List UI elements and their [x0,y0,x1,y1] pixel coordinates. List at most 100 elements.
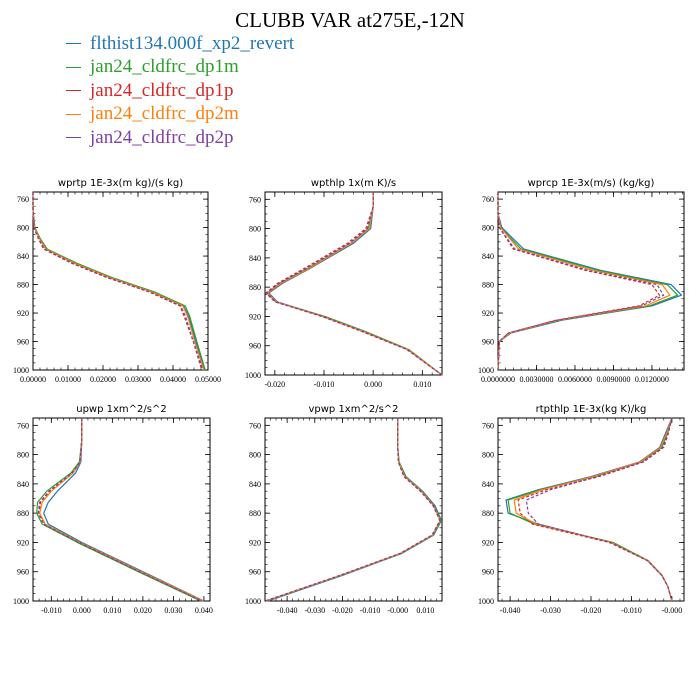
y-tick-label: 1000 [13,597,29,606]
y-tick-label: 1000 [245,371,261,380]
x-tick-label: 0.00000 [20,375,46,384]
x-tick-label: 0.0000000 [481,375,515,384]
y-tick-label: 800 [482,224,494,233]
x-tick-label: -0.020 [581,606,602,615]
panel-title: rtpthlp 1E-3x(kg K)/kg [536,404,647,415]
y-tick-label: 800 [249,225,261,234]
panel-title: wprtp 1E-3x(m kg)/(s kg) [58,178,183,189]
x-tick-label: -0.010 [360,606,381,615]
legend-label: flthist134.000f_xp2_revert [90,32,295,54]
figure-title: CLUBB VAR at275E,-12N [235,8,465,32]
x-tick-label: 0.05000 [195,375,221,384]
legend-swatch [66,113,81,115]
y-tick-label: 880 [482,281,494,290]
y-tick-label: 760 [17,195,29,204]
plot-frame [497,417,685,602]
series-line [264,418,441,602]
y-tick-label: 960 [482,338,494,347]
series-line [32,192,203,371]
y-tick-label: 840 [249,480,261,489]
y-tick-label: 880 [482,509,494,518]
y-tick-label: 960 [17,568,29,577]
chart-panel: upwp 1xm^2/s^2 760 800 840 880 920 960 1000 -0.0… [13,404,213,615]
series-line [265,192,443,376]
series-line [497,192,661,371]
y-tick-label: 840 [17,252,29,261]
legend-entry: jan24_cldfrc_dp1m [66,56,294,80]
x-tick-label: -0.000 [387,606,408,615]
y-tick-label: 840 [482,252,494,261]
y-tick-label: 840 [482,480,494,489]
x-tick-label: -0.010 [314,380,335,389]
x-tick-label: 0.000 [364,380,382,389]
legend: flthist134.000f_xp2_revert jan24_cldfrc_… [66,32,294,150]
legend-label: jan24_cldfrc_dp1p [90,79,234,101]
plot-frame [264,417,443,602]
y-tick-label: 920 [482,538,494,547]
panel-title: vpwp 1xm^2/s^2 [308,404,398,415]
x-tick-label: -0.040 [277,606,298,615]
x-tick-label: 0.010 [416,606,434,615]
series-line [38,418,203,602]
series-line [265,418,441,602]
x-tick-label: 0.040 [195,606,213,615]
x-tick-label: -0.020 [332,606,353,615]
series-line [266,192,443,376]
y-tick-label: 760 [249,421,261,430]
y-tick-label: 800 [482,451,494,460]
y-tick-label: 1000 [478,597,494,606]
y-tick-label: 920 [482,309,494,318]
series-line [497,192,671,371]
x-tick-label: -0.040 [500,606,521,615]
legend-entry: jan24_cldfrc_dp2m [66,103,294,127]
y-tick-label: 920 [17,538,29,547]
legend-swatch [66,66,81,68]
series-line [267,418,442,602]
x-tick-label: 0.000 [73,606,91,615]
y-tick-label: 800 [249,451,261,460]
series-line [268,192,443,376]
x-tick-label: 0.01000 [55,375,81,384]
y-tick-label: 840 [249,254,261,263]
x-tick-label: 0.0030000 [519,375,553,384]
legend-label: jan24_cldfrc_dp2p [90,126,234,148]
y-tick-label: 880 [17,509,29,518]
legend-entry: flthist134.000f_xp2_revert [66,32,294,56]
y-tick-label: 960 [482,568,494,577]
x-tick-label: 0.010 [413,380,431,389]
series-line [37,418,203,602]
series-line [525,417,673,602]
series-line [266,418,442,602]
y-tick-label: 920 [249,312,261,321]
y-tick-label: 960 [17,338,29,347]
panel-title: wpthlp 1x(m K)/s [311,178,396,189]
series-line [39,418,204,602]
series-line [497,192,665,371]
x-tick-label: -0.010 [41,606,62,615]
y-tick-label: 760 [482,421,494,430]
y-tick-label: 880 [249,283,261,292]
y-tick-label: 960 [249,568,261,577]
y-tick-label: 960 [249,342,261,351]
y-tick-label: 800 [17,224,29,233]
chart-panel: vpwp 1xm^2/s^2 760 800 840 880 920 960 1000 -0.0… [245,404,443,615]
plot-frame [497,191,685,371]
x-tick-label: 0.010 [103,606,121,615]
x-tick-label: -0.030 [304,606,325,615]
series-line [36,418,202,602]
x-tick-label: -0.000 [662,606,683,615]
y-tick-label: 880 [17,281,29,290]
x-tick-label: 0.04000 [160,375,186,384]
y-tick-label: 1000 [13,366,29,375]
legend-entry: jan24_cldfrc_dp2p [66,126,294,150]
x-tick-label: -0.020 [264,380,285,389]
y-tick-label: 760 [482,195,494,204]
series-line [265,418,441,602]
x-tick-label: -0.030 [540,606,561,615]
chart-panel: wpthlp 1x(m K)/s7608008408809209601000-0… [245,178,443,389]
series-line [267,192,443,376]
plot-frame [264,191,443,376]
y-tick-label: 880 [249,509,261,518]
series-line [266,192,443,376]
